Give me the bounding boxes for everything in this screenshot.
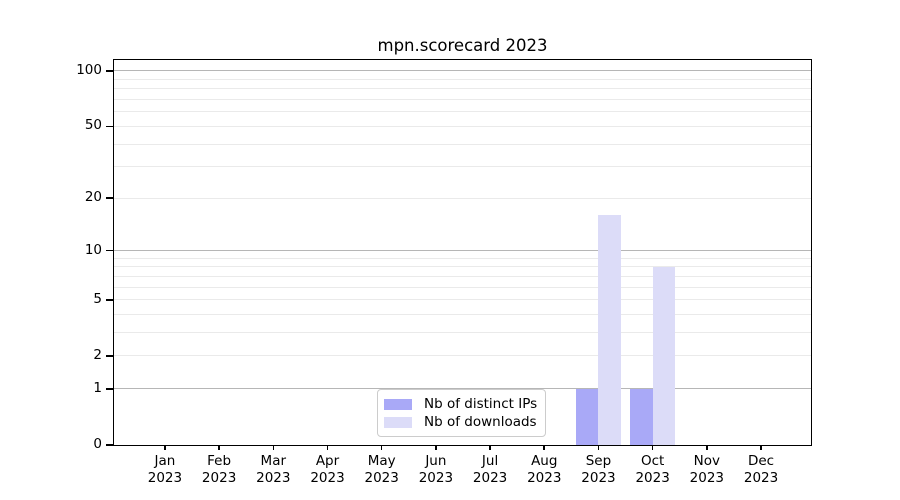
y-tick-mark xyxy=(106,388,114,390)
x-tick-mark xyxy=(218,445,220,450)
x-tick-label: Feb 2023 xyxy=(201,453,237,486)
major-gridline xyxy=(114,70,811,72)
legend-swatch-distinct-ips xyxy=(384,398,412,410)
x-tick-label: Oct 2023 xyxy=(635,453,670,486)
x-tick-label: Nov 2023 xyxy=(689,453,725,486)
bar-distinct-ips-oct xyxy=(630,388,653,445)
plot-area-inner: 0 1 2 5 10 20 50 100 Jan 2023 Feb 2023 Mar 2023 Ap… xyxy=(76,60,811,486)
x-tick-label: Dec 2023 xyxy=(743,453,779,486)
y-tick-mark xyxy=(106,197,114,200)
x-tick-mark xyxy=(706,445,708,450)
major-gridline xyxy=(114,388,811,390)
y-tick-mark xyxy=(106,125,114,128)
legend-item-distinct-ips: Nb of distinct IPs xyxy=(384,397,539,411)
minor-gridline xyxy=(114,88,811,90)
y-tick-mark xyxy=(106,355,114,357)
legend-label-distinct-ips: Nb of distinct IPs xyxy=(424,396,538,412)
plot-area: 0 1 2 5 10 20 50 100 Jan 2023 Feb 2023 Mar 2023 Ap… xyxy=(76,59,812,486)
minor-gridline xyxy=(114,355,811,357)
minor-gridline xyxy=(114,266,811,268)
x-tick-mark xyxy=(760,445,762,450)
minor-gridline xyxy=(114,125,811,127)
x-tick-label: Mar 2023 xyxy=(256,453,291,486)
legend-item-downloads: Nb of downloads xyxy=(384,415,539,429)
minor-gridline xyxy=(114,166,811,168)
y-tick-label: 10 xyxy=(84,241,102,258)
y-tick-mark xyxy=(106,299,114,301)
y-tick-label: 2 xyxy=(93,346,102,363)
x-tick-label: Jul 2023 xyxy=(472,453,508,486)
bar-downloads-oct xyxy=(652,266,676,445)
x-tick-label: Jun 2023 xyxy=(418,453,454,486)
minor-gridline xyxy=(114,286,811,288)
bar-distinct-ips-sep xyxy=(575,388,599,445)
minor-gridline xyxy=(114,111,811,113)
y-tick-label: 5 xyxy=(93,290,102,307)
minor-gridline xyxy=(114,314,811,316)
x-tick-mark xyxy=(651,445,654,450)
minor-gridline xyxy=(114,332,811,334)
x-tick-mark xyxy=(326,445,329,450)
y-tick-label: 100 xyxy=(76,61,102,78)
x-tick-label: Sep 2023 xyxy=(581,453,616,486)
y-tick-label: 20 xyxy=(84,189,102,206)
chart-title: mpn.scorecard 2023 xyxy=(377,36,548,55)
x-tick-mark xyxy=(272,445,275,450)
minor-gridline xyxy=(114,275,811,277)
x-tick-mark xyxy=(164,445,166,450)
minor-gridline xyxy=(114,78,811,80)
minor-gridline xyxy=(114,143,811,145)
legend-label-downloads: Nb of downloads xyxy=(424,414,537,430)
x-tick-label: Aug 2023 xyxy=(527,453,562,486)
y-tick-mark xyxy=(106,249,114,252)
x-tick-mark xyxy=(543,445,546,450)
x-tick-mark xyxy=(380,445,383,450)
y-tick-label: 1 xyxy=(93,379,102,396)
y-tick-mark xyxy=(106,70,114,72)
y-tick-label: 0 xyxy=(93,436,102,452)
y-tick-mark xyxy=(106,444,114,446)
legend: Nb of distinct IPs Nb of downloads xyxy=(377,389,546,437)
x-tick-mark xyxy=(489,445,491,450)
legend-swatch-downloads xyxy=(384,416,412,428)
minor-gridline xyxy=(114,257,811,259)
y-tick-label: 50 xyxy=(84,117,102,134)
minor-gridline xyxy=(114,197,811,199)
bar-downloads-sep xyxy=(598,215,621,445)
minor-gridline xyxy=(114,299,811,301)
x-tick-label: May 2023 xyxy=(364,453,399,486)
x-tick-mark xyxy=(597,445,600,450)
x-tick-label: Apr 2023 xyxy=(310,453,345,486)
major-gridline xyxy=(114,250,811,252)
x-tick-label: Jan 2023 xyxy=(147,453,183,486)
x-tick-mark xyxy=(435,445,437,450)
minor-gridline xyxy=(114,99,811,101)
